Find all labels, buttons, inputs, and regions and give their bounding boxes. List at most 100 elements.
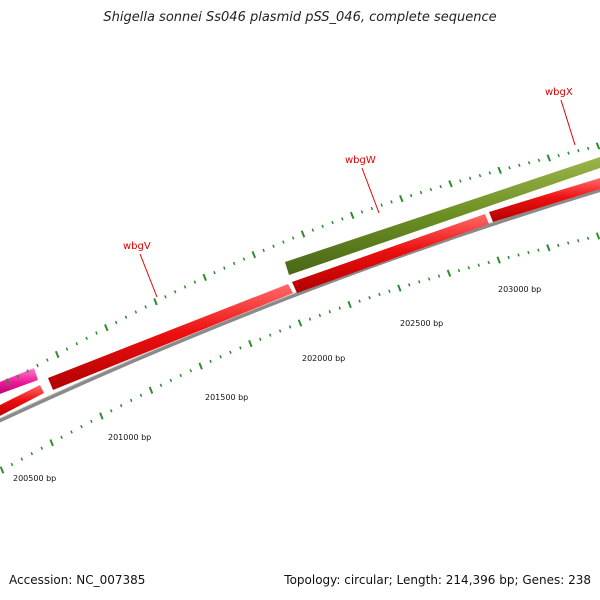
minor-tick (390, 200, 393, 204)
gene-label-wbgw[interactable]: wbgW (345, 155, 376, 166)
minor-tick (537, 158, 541, 162)
minor-tick (507, 255, 510, 260)
minor-tick (586, 236, 590, 240)
minor-tick (124, 315, 128, 319)
minor-tick (278, 329, 282, 333)
major-tick (148, 386, 154, 394)
gene-arrow-wbgx-strand[interactable] (489, 178, 600, 222)
minor-tick (557, 243, 560, 248)
minor-tick (183, 285, 187, 289)
minor-tick (577, 149, 580, 153)
minor-tick (437, 274, 441, 278)
minor-tick (457, 268, 461, 273)
minor-tick (517, 253, 520, 257)
summary-label: Topology: circular; Length: 214,396 bp; … (284, 573, 591, 587)
minor-tick (272, 244, 275, 248)
minor-tick (189, 369, 192, 373)
minor-tick (358, 299, 361, 303)
minor-tick (242, 257, 246, 261)
major-tick (546, 154, 552, 162)
minor-tick (40, 446, 43, 450)
major-tick (397, 284, 402, 292)
major-tick (446, 269, 452, 277)
minor-tick (262, 248, 265, 253)
minor-tick (288, 325, 292, 329)
outer-tick-row (5, 142, 600, 386)
minor-tick (85, 336, 88, 340)
gene-arrow-wbgv[interactable] (48, 284, 293, 390)
minor-tick (232, 261, 236, 266)
minor-tick (144, 305, 147, 309)
major-tick (251, 251, 257, 259)
minor-tick (566, 241, 570, 245)
minor-tick (139, 393, 143, 397)
minor-tick (467, 266, 471, 270)
minor-tick (567, 151, 570, 155)
minor-tick (164, 295, 167, 299)
minor-tick (20, 457, 24, 461)
minor-tick (223, 266, 226, 270)
gene-label-wbgv[interactable]: wbgV (123, 241, 151, 252)
major-tick (300, 230, 306, 238)
minor-tick (360, 210, 364, 214)
minor-tick (487, 260, 490, 265)
gene-arrow-left[interactable] (0, 385, 44, 419)
minor-tick (239, 346, 242, 350)
backbone-track (0, 187, 600, 423)
minor-tick (318, 313, 322, 318)
major-tick (546, 244, 551, 252)
minor-tick (328, 310, 332, 314)
position-label: 201500 bp (205, 393, 248, 402)
gene-bar-magenta[interactable] (0, 368, 38, 396)
major-tick (248, 339, 253, 348)
minor-tick (268, 333, 272, 337)
minor-tick (169, 378, 173, 383)
minor-tick (95, 331, 98, 335)
major-tick (202, 273, 207, 281)
minor-tick (488, 171, 492, 175)
major-tick (399, 195, 404, 203)
minor-tick (468, 176, 472, 180)
minor-tick (338, 306, 341, 310)
minor-tick (370, 206, 374, 211)
major-tick (349, 211, 355, 219)
minor-tick (380, 203, 383, 207)
major-tick (49, 439, 54, 447)
gene-bar-highlight[interactable] (285, 157, 600, 275)
minor-tick (527, 161, 531, 165)
minor-tick (537, 248, 540, 252)
major-tick (153, 298, 158, 306)
gene-label-wbgx[interactable]: wbgX (545, 87, 573, 98)
minor-tick (291, 236, 295, 240)
minor-tick (408, 283, 411, 287)
minor-tick (331, 220, 334, 225)
minor-tick (70, 430, 73, 434)
position-label: 203000 bp (498, 285, 541, 294)
minor-tick (30, 451, 34, 456)
minor-tick (219, 355, 222, 359)
minor-tick (459, 179, 462, 183)
minor-tick (159, 383, 163, 387)
minor-tick (10, 462, 14, 467)
gene-arrow-wbgw-strand[interactable] (292, 214, 489, 293)
minor-tick (586, 146, 590, 151)
minor-tick (16, 374, 20, 379)
minor-tick (478, 173, 482, 178)
minor-tick (427, 277, 431, 281)
position-label: 200500 bp (13, 474, 56, 483)
minor-tick (429, 187, 433, 192)
minor-tick (508, 166, 511, 170)
minor-tick (90, 419, 93, 423)
minor-tick (308, 317, 312, 321)
major-tick (297, 319, 303, 327)
minor-tick (114, 320, 118, 325)
minor-tick (213, 271, 216, 275)
minor-tick (259, 337, 262, 341)
minor-tick (119, 403, 123, 408)
major-tick (448, 180, 453, 188)
minor-tick (409, 193, 413, 198)
position-label: 202500 bp (400, 319, 443, 328)
minor-tick (46, 358, 49, 362)
major-tick (104, 324, 109, 332)
